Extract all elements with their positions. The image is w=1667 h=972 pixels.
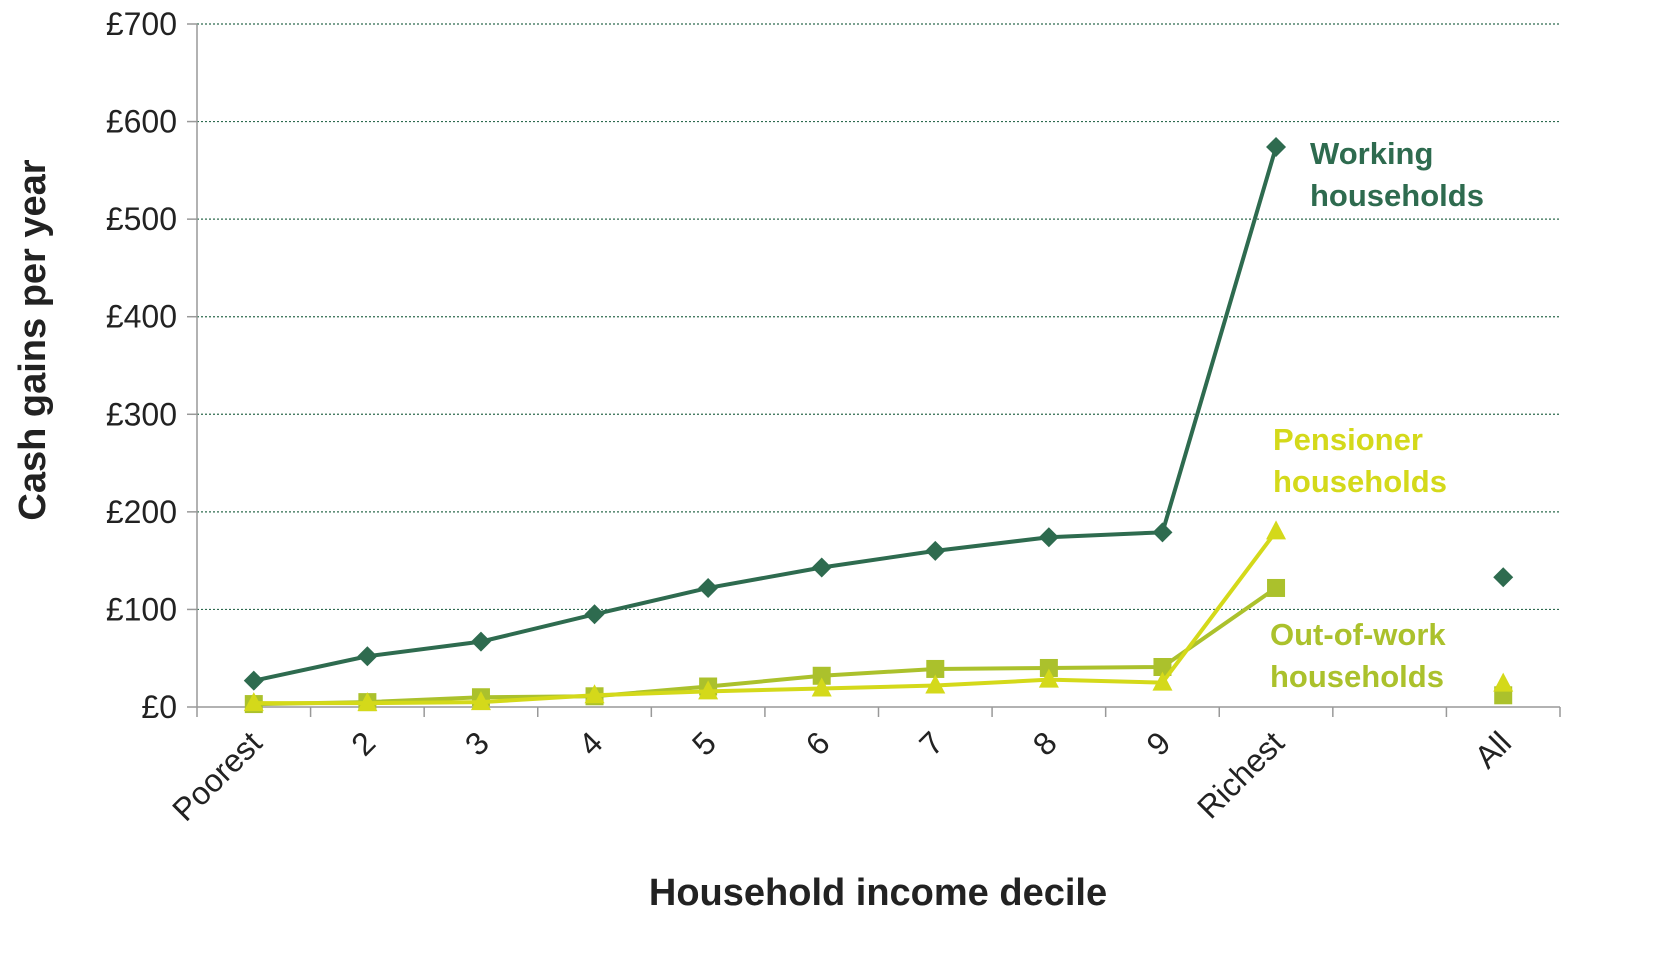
- marker: [811, 677, 832, 697]
- marker: [1266, 136, 1287, 157]
- series-annotation: Pensioner households: [1273, 422, 1447, 499]
- y-tick-label: £600: [106, 104, 177, 140]
- y-tick-label: £400: [106, 299, 177, 335]
- x-tick-label: 2: [344, 724, 382, 762]
- marker: [1038, 527, 1059, 548]
- marker: [698, 680, 719, 700]
- marker: [584, 604, 605, 625]
- marker: [1266, 520, 1287, 540]
- marker: [1493, 672, 1514, 692]
- x-tick-label: 7: [912, 724, 950, 762]
- marker: [1267, 578, 1286, 597]
- marker: [357, 692, 378, 712]
- marker: [812, 666, 831, 685]
- x-tick-label: 8: [1026, 724, 1064, 762]
- marker: [1152, 522, 1173, 543]
- marker: [470, 631, 491, 652]
- y-tick-label: £300: [106, 396, 177, 432]
- marker: [243, 670, 264, 691]
- marker: [1039, 658, 1058, 677]
- x-tick-label: 9: [1139, 724, 1177, 762]
- x-tick-label: 3: [458, 724, 496, 762]
- x-tick-label: 5: [685, 724, 723, 762]
- y-tick-label: £200: [106, 494, 177, 530]
- x-tick-label: 6: [799, 724, 837, 762]
- marker: [1153, 657, 1172, 676]
- marker: [811, 557, 832, 578]
- x-tick-label: All: [1468, 724, 1519, 775]
- marker: [243, 692, 264, 712]
- marker: [925, 674, 946, 694]
- y-tick-label: £0: [141, 689, 177, 725]
- marker: [926, 659, 945, 678]
- y-axis-title: Cash gains per year: [12, 159, 54, 520]
- x-tick-label: Richest: [1190, 724, 1291, 825]
- x-axis-title: Household income decile: [649, 872, 1107, 914]
- marker: [470, 691, 491, 711]
- marker: [1038, 668, 1059, 688]
- series-annotation: Working households: [1310, 136, 1484, 213]
- x-tick-label: Poorest: [165, 724, 269, 828]
- y-tick-label: £100: [106, 591, 177, 627]
- marker: [584, 684, 605, 704]
- marker: [357, 646, 378, 667]
- marker: [698, 577, 719, 598]
- y-tick-label: £500: [106, 201, 177, 237]
- marker: [1152, 671, 1173, 691]
- marker: [925, 540, 946, 561]
- y-tick-label: £700: [106, 6, 177, 42]
- marker: [1493, 567, 1514, 588]
- x-tick-label: 4: [571, 724, 609, 762]
- series-annotation: Out-of-work households: [1270, 617, 1446, 694]
